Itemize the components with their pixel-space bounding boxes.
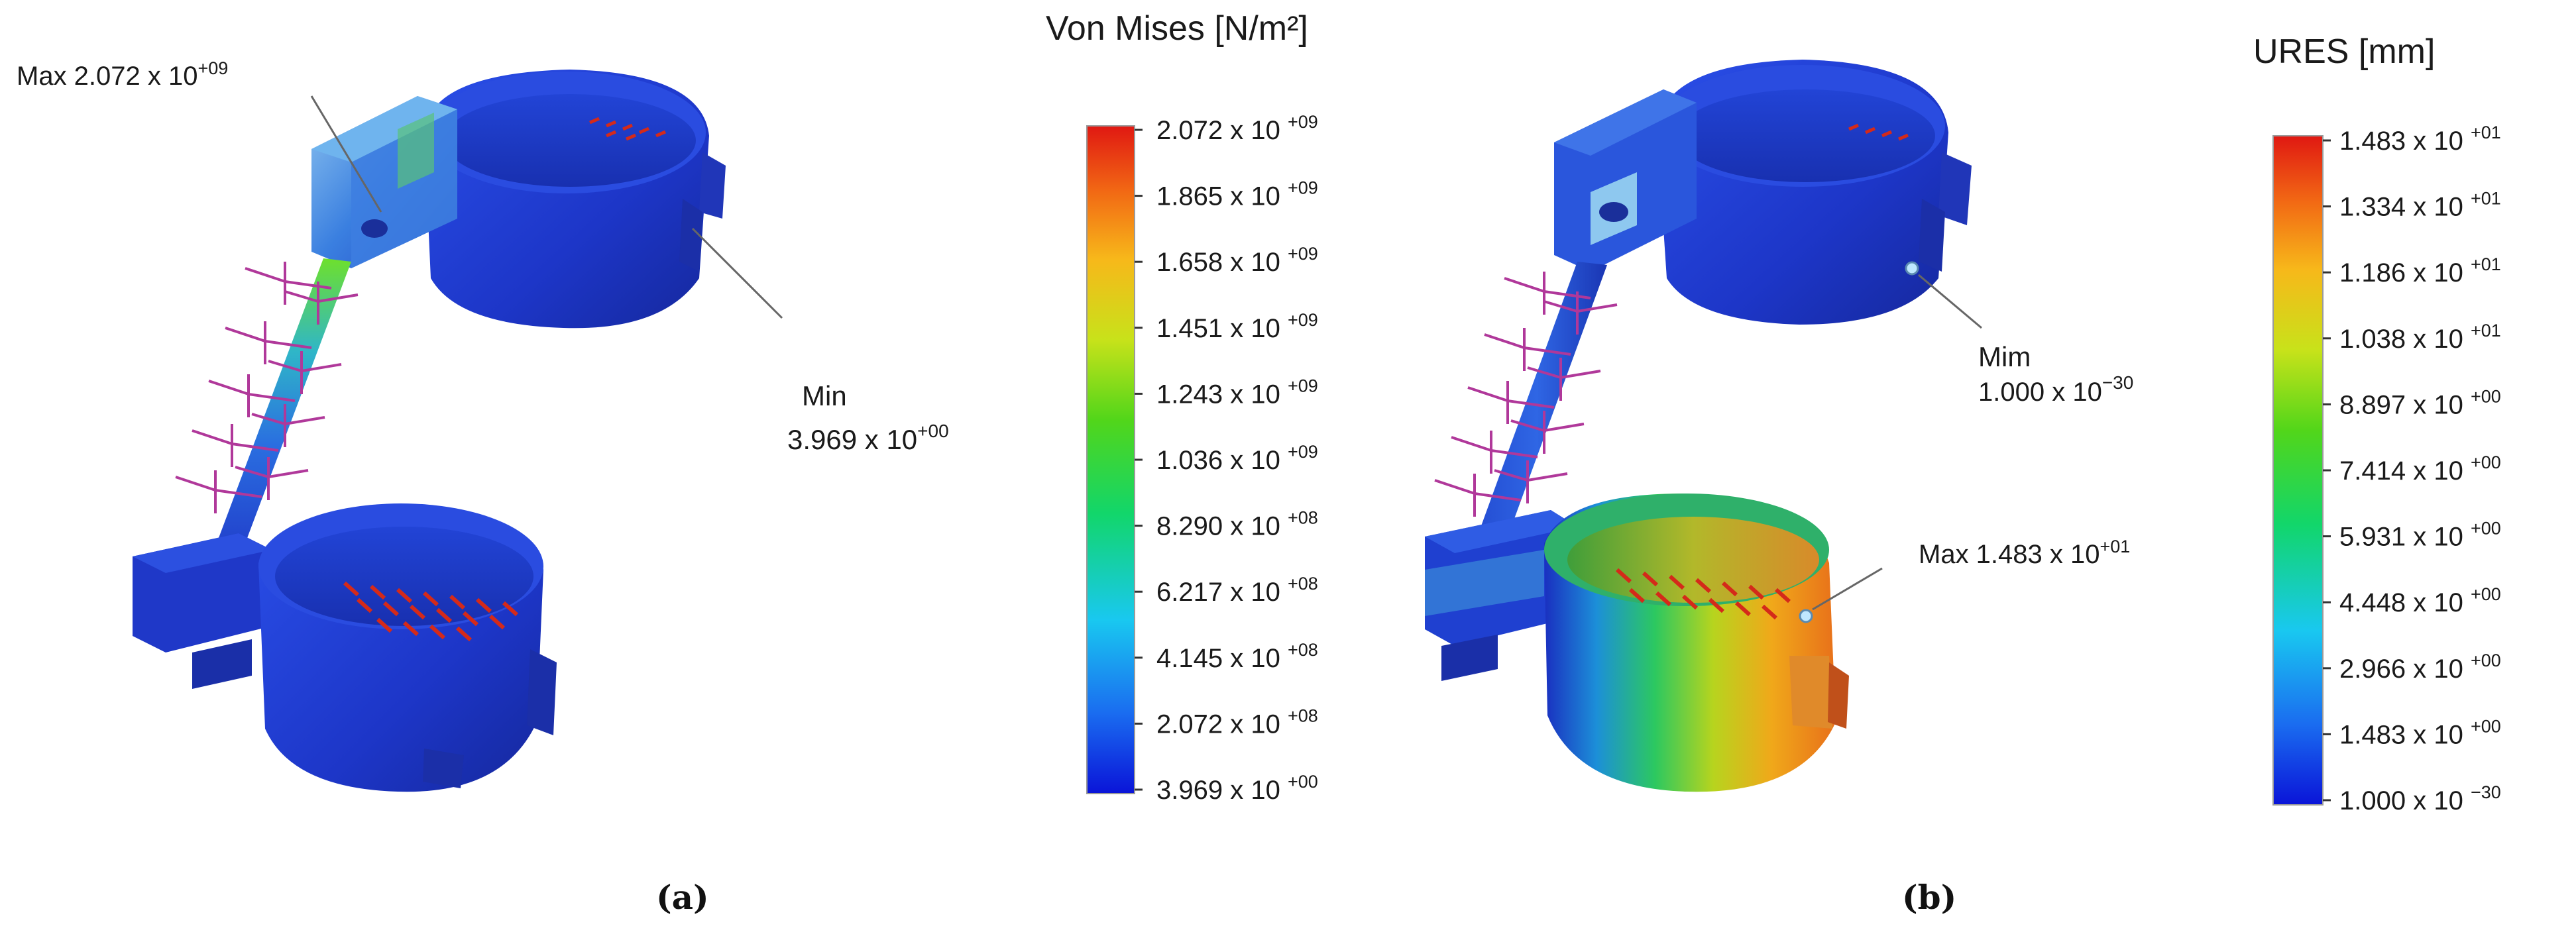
panel-a-tick-label: 1.865 x 10 +09 <box>1156 178 1318 211</box>
panel-b-load-arrows-top <box>1848 123 1909 141</box>
panel-a-fixture-markers <box>175 262 359 513</box>
panel-b-tick-label: 1.483 x 10 +01 <box>2339 123 2501 156</box>
panel-a-max-leader <box>310 95 382 213</box>
panel-a-bottom-block <box>133 533 272 689</box>
panel-a-max-annotation: Max 2.072 x 10+09 <box>17 58 228 91</box>
panel-a-colorbar-ticks: 2.072 x 10 +09 1.865 x 10 +09 1.658 x 10 +… <box>1135 112 1318 805</box>
panel-a-min-label: Min <box>802 380 847 411</box>
panel-a-rod <box>209 258 351 570</box>
panel-b-min-marker <box>1905 261 1919 276</box>
panel-a-load-arrows-bottom <box>343 581 519 642</box>
panel-a-tick-label: 1.451 x 10 +09 <box>1156 310 1318 343</box>
panel-a-tick-label: 1.036 x 10 +09 <box>1156 442 1318 475</box>
panel-a-top-clamp <box>424 70 726 329</box>
panel-a-colorbar <box>1086 125 1135 794</box>
panel-b-fixture-markers <box>1434 272 1618 517</box>
panel-a-tick-label: 1.243 x 10 +09 <box>1156 376 1318 409</box>
panel-a-tick-label: 2.072 x 10 +08 <box>1156 705 1318 739</box>
panel-a-load-arrows-top <box>589 117 666 141</box>
panel-b-colorbar-ticks: 1.483 x 10 +01 1.334 x 10 +01 1.186 x 10 +… <box>2323 123 2501 815</box>
panel-b-min-value: 1.000 x 10−30 <box>1978 372 2133 407</box>
panel-b-base-block <box>1425 510 1577 681</box>
panel-b-top-block <box>1554 89 1697 272</box>
panel-b-min-label: Mim <box>1978 341 2031 372</box>
panel-a-top-block <box>311 96 457 268</box>
panel-a-tick-label: 3.969 x 10 +00 <box>1156 772 1318 805</box>
panel-b-tick-label: 8.897 x 10 +00 <box>2339 386 2501 419</box>
panel-a-tick-label: 4.145 x 10 +08 <box>1156 640 1318 673</box>
panel-b-min-leader <box>1918 274 1982 329</box>
panel-a-legend-title: Von Mises [N/m²] <box>1046 9 1308 48</box>
panel-b-tick-label: 1.038 x 10 +01 <box>2339 321 2501 354</box>
panel-b-tick-label: 1.334 x 10 +01 <box>2339 189 2501 222</box>
panel-b-rod <box>1466 262 1607 573</box>
panel-b-max-annotation: Max 1.483 x 10+01 <box>1919 537 2130 569</box>
panel-b-caption: (b) <box>1902 878 1956 917</box>
panel-b-tick-label: 1.186 x 10 +01 <box>2339 254 2501 287</box>
panel-a-tick-label: 2.072 x 10 +09 <box>1156 112 1318 145</box>
panel-b-tick-label: 4.448 x 10 +00 <box>2339 584 2501 617</box>
panel-a-min-leader <box>691 227 783 319</box>
panel-a-tick-label: 8.290 x 10 +08 <box>1156 508 1318 541</box>
panel-b-tick-label: 1.000 x 10 −30 <box>2339 782 2501 815</box>
panel-b-max-marker <box>1799 609 1813 623</box>
panel-b-tick-label: 7.414 x 10 +00 <box>2339 452 2501 486</box>
panel-a-bottom-clamp <box>258 503 557 792</box>
panel-a-min-value: 3.969 x 10+00 <box>787 421 949 455</box>
panel-b-tick-label: 5.931 x 10 +00 <box>2339 519 2501 552</box>
panel-a-model <box>133 70 783 792</box>
panel-b-top-clamp <box>1657 60 1972 325</box>
panel-b-model <box>1425 60 1982 792</box>
panel-a-tick-label: 1.658 x 10 +09 <box>1156 244 1318 277</box>
panel-b-legend-title: URES [mm] <box>2253 32 2435 71</box>
panel-b-load-arrows-bottom <box>1615 568 1791 620</box>
panel-a-caption: (a) <box>656 878 709 917</box>
panel-b-tick-label: 2.966 x 10 +00 <box>2339 651 2501 684</box>
panel-b-bottom-clamp <box>1544 494 1849 792</box>
panel-b-max-leader <box>1812 567 1883 611</box>
panel-b-tick-label: 1.483 x 10 +00 <box>2339 716 2501 749</box>
panel-a-tick-label: 6.217 x 10 +08 <box>1156 574 1318 607</box>
panel-b-colorbar <box>2272 135 2324 806</box>
